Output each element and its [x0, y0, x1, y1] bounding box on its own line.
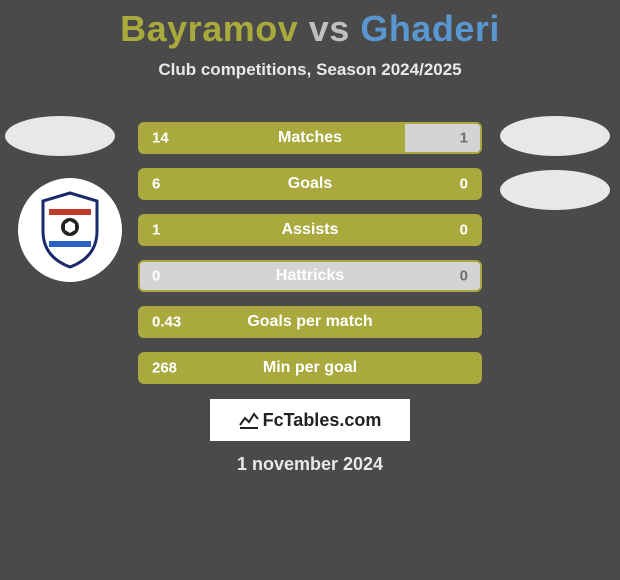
- stat-label: Assists: [282, 221, 339, 239]
- player-left-name: Bayramov: [120, 8, 298, 49]
- stat-row: 0 0 Hattricks: [138, 260, 482, 292]
- comparison-title: Bayramov vs Ghaderi: [0, 0, 620, 50]
- stat-row: 268 Min per goal: [138, 352, 482, 384]
- stat-value-left: 0.43: [152, 314, 181, 331]
- club-badge-left: [18, 178, 122, 282]
- watermark-text: FcTables.com: [263, 410, 382, 431]
- watermark: FcTables.com: [210, 399, 410, 441]
- bar-left-fill: [140, 124, 405, 152]
- subtitle: Club competitions, Season 2024/2025: [0, 60, 620, 80]
- stat-value-left: 1: [152, 222, 160, 239]
- stat-row: 0.43 Goals per match: [138, 306, 482, 338]
- stat-label: Matches: [278, 129, 342, 147]
- bar-right-fill: [405, 124, 480, 152]
- player-right-avatar-2: [500, 170, 610, 210]
- shield-icon: [37, 191, 103, 269]
- chart-icon: [239, 410, 259, 430]
- stats-bars: 14 1 Matches 6 0 Goals 1 0 Assists 0 0 Hattricks 0.4…: [138, 122, 482, 398]
- stat-label: Min per goal: [263, 359, 357, 377]
- stat-value-left: 6: [152, 176, 160, 193]
- date-label: 1 november 2024: [237, 454, 383, 475]
- stat-label: Goals per match: [247, 313, 372, 331]
- stat-value-right: 0: [460, 222, 468, 239]
- stat-label: Goals: [288, 175, 332, 193]
- player-left-avatar: [5, 116, 115, 156]
- stat-row: 14 1 Matches: [138, 122, 482, 154]
- title-vs: vs: [309, 8, 350, 49]
- stat-row: 6 0 Goals: [138, 168, 482, 200]
- stat-value-right: 1: [460, 130, 468, 147]
- stat-value-left: 0: [152, 268, 160, 285]
- stat-value-right: 0: [460, 176, 468, 193]
- player-right-avatar-1: [500, 116, 610, 156]
- stat-value-right: 0: [460, 268, 468, 285]
- stat-value-left: 14: [152, 130, 169, 147]
- player-right-name: Ghaderi: [360, 8, 500, 49]
- stat-row: 1 0 Assists: [138, 214, 482, 246]
- stat-value-left: 268: [152, 360, 177, 377]
- stat-label: Hattricks: [276, 267, 344, 285]
